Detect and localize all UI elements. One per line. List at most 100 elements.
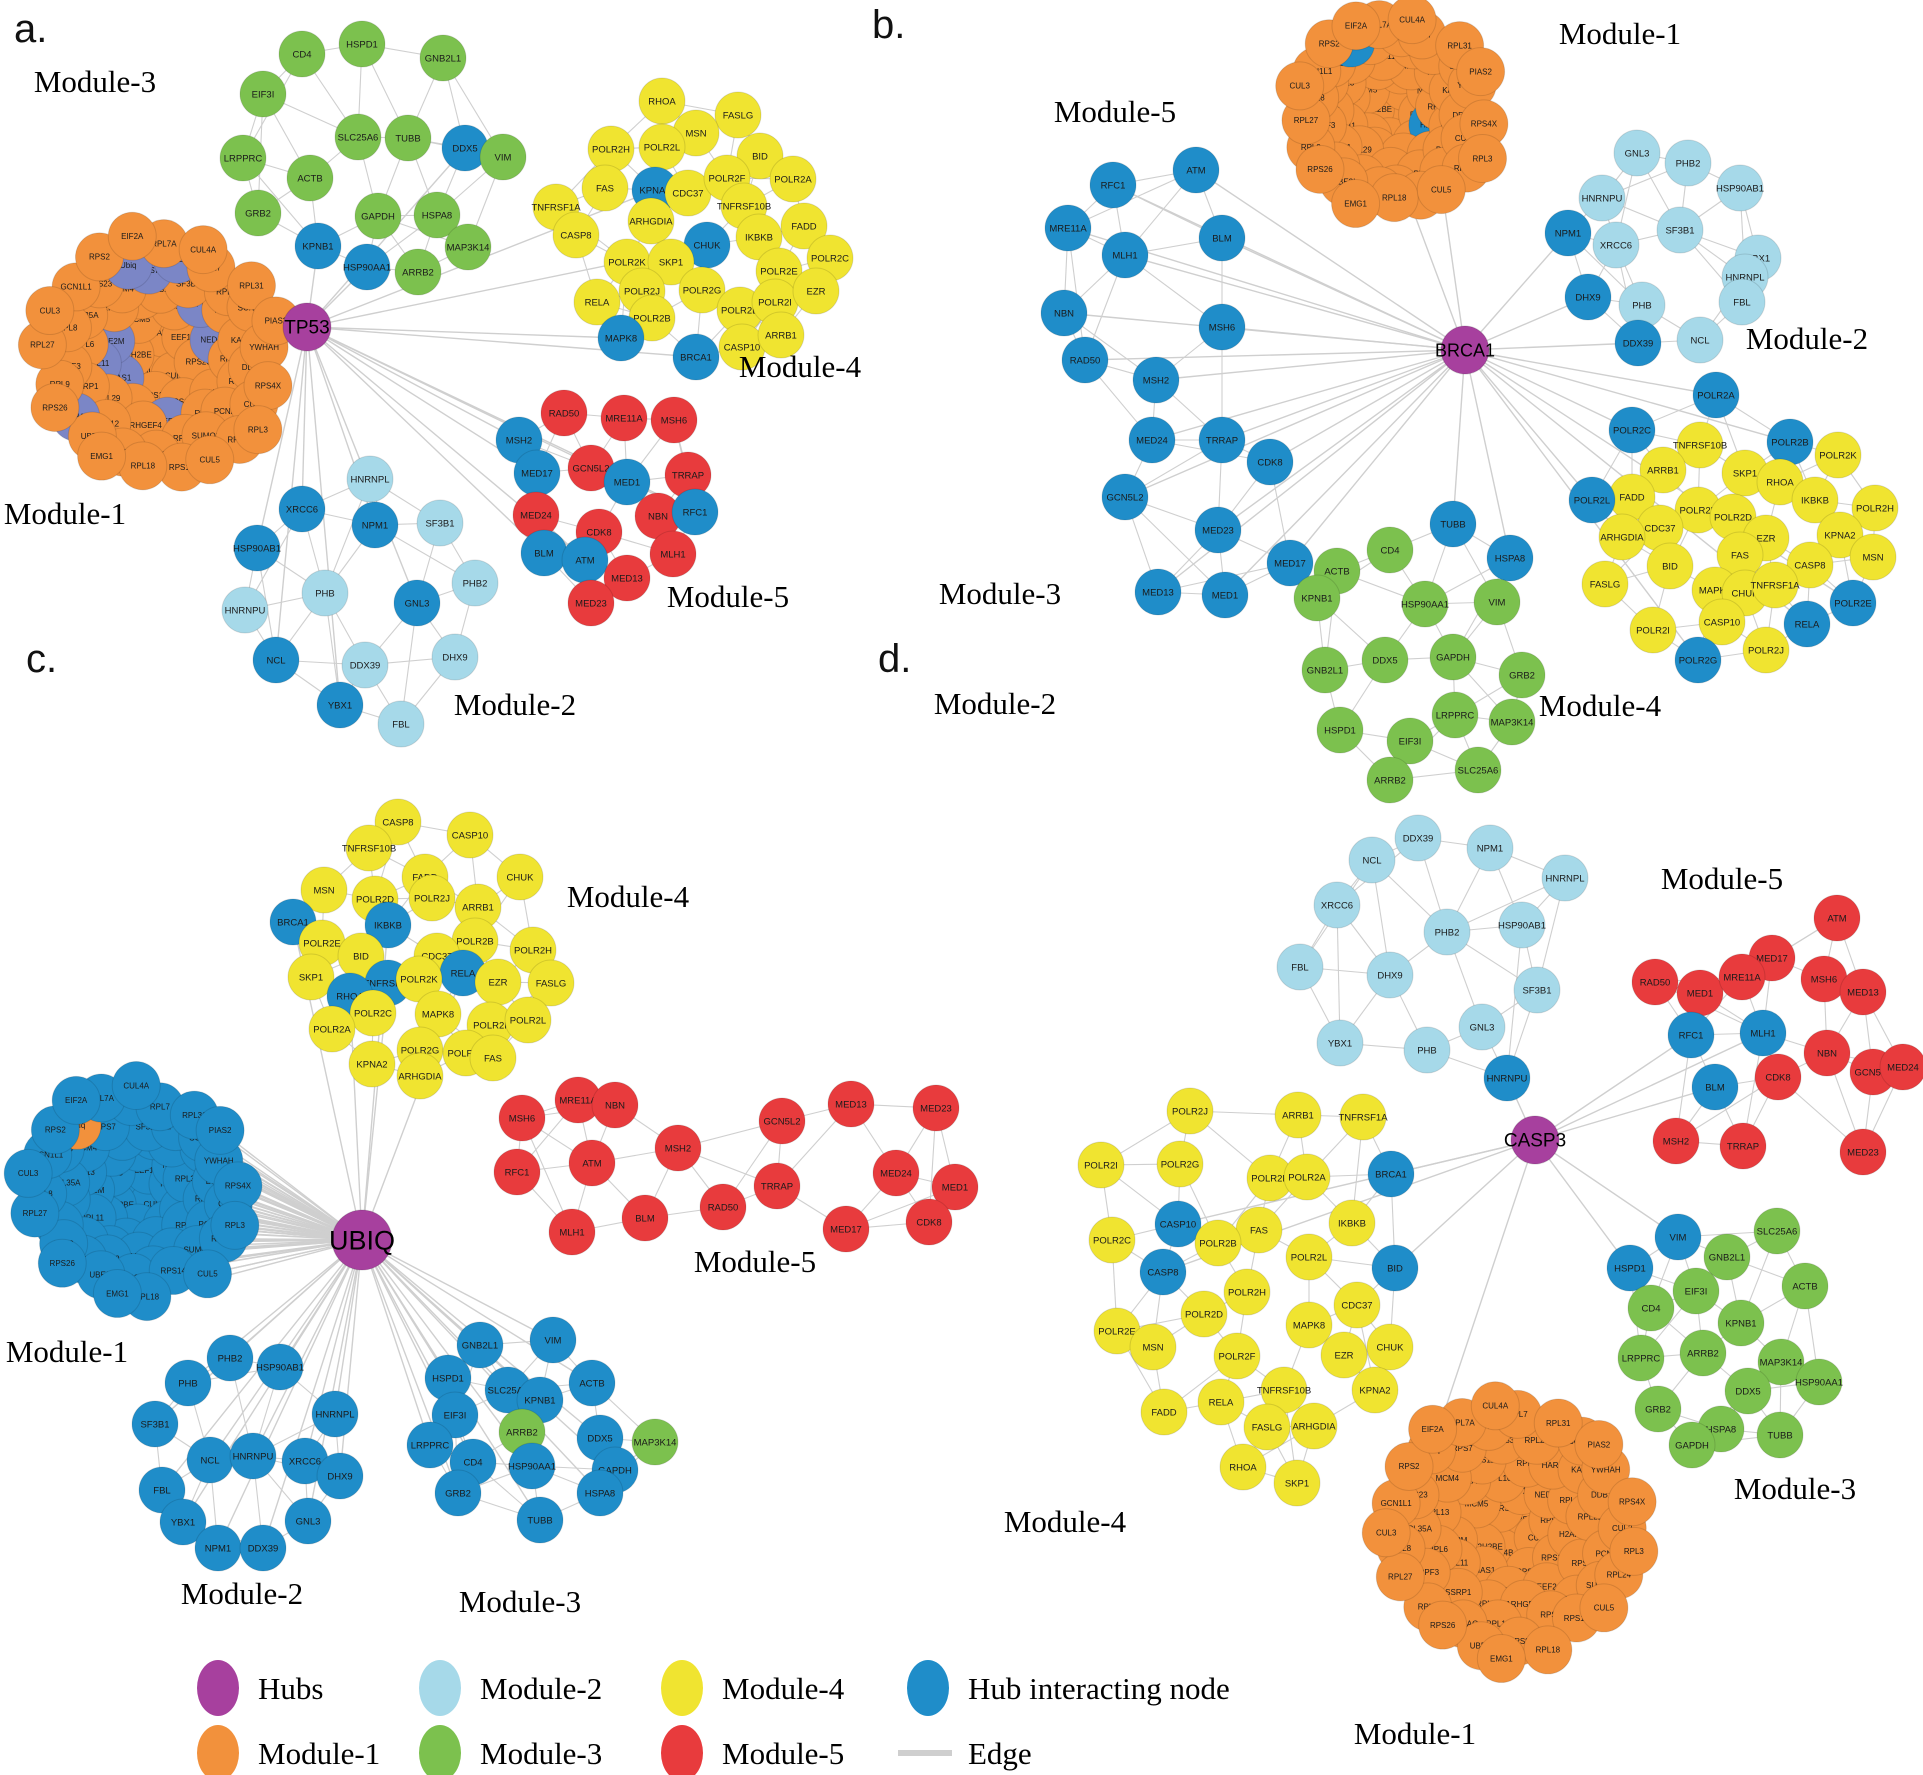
node-POLR2K: POLR2K <box>1246 1154 1294 1202</box>
node-label: RPS14 <box>169 463 195 472</box>
node-YBX1: YBX1 <box>316 681 364 729</box>
node-POLR2F: POLR2F <box>1213 1332 1261 1380</box>
node-SF3B1: SF3B1 <box>1656 206 1704 254</box>
node-label: RPL29 <box>96 394 121 403</box>
node-NCL: NCL <box>252 636 300 684</box>
node-VIM: VIM <box>479 133 527 181</box>
node-label: POLR2D <box>356 894 394 905</box>
node-RAD50: RAD50 <box>1061 336 1109 384</box>
node-label: RPL24 <box>1607 1571 1632 1580</box>
node-label: MCM4 <box>74 1144 98 1153</box>
node-CASP8: CASP8 <box>1786 541 1834 589</box>
node-label: GCN1L1 <box>32 1150 64 1159</box>
node-DDX39: DDX39 <box>1614 319 1662 367</box>
node-label: RAD50 <box>1070 355 1101 366</box>
node-KPNB1: KPNB1 <box>1293 574 1341 622</box>
node-label: RHOA <box>1766 477 1794 488</box>
node-label: SKP1 <box>1733 468 1757 479</box>
node-label: ACTB <box>579 1378 604 1389</box>
node-label: RPL21 <box>1578 1512 1603 1521</box>
node-TRRAP: TRRAP <box>1719 1122 1767 1170</box>
node-label: NBN <box>605 1100 625 1111</box>
hub-node-UBIQ: UBIQ <box>329 1209 395 1271</box>
node-label: ARRB1 <box>1647 465 1679 476</box>
node-label: TNFRSF10B <box>342 843 396 854</box>
node-label: CUL5 <box>1431 185 1452 194</box>
node-label: FBL <box>153 1485 170 1496</box>
node-ACTB: ACTB <box>1781 1262 1829 1310</box>
node-ARRB1: ARRB1 <box>757 311 805 359</box>
node-label: GNL3 <box>1470 1022 1495 1033</box>
node-label: KPNB1 <box>524 1395 555 1406</box>
node-RPL3: RPL3 <box>210 1200 260 1250</box>
node-label: CUL5 <box>197 1270 218 1279</box>
node-label: POLR2G <box>401 1045 440 1056</box>
node-label: RPS15A <box>168 397 199 406</box>
node-DHX9: DHX9 <box>431 633 479 681</box>
node-label: HNRNPU <box>1582 193 1623 204</box>
node-POLR2L: POLR2L <box>504 996 552 1044</box>
node-GNL3: GNL3 <box>284 1497 332 1545</box>
node-LRPPRC: LRPPRC <box>219 134 267 182</box>
node-label: MED17 <box>1756 953 1788 964</box>
node-label: MSN <box>1862 552 1883 563</box>
node-label: RPL31 <box>1447 41 1472 50</box>
node-label: RPL18 <box>131 462 156 471</box>
node-MED23: MED23 <box>1839 1128 1887 1176</box>
node-DDX39: DDX39 <box>341 641 389 689</box>
node-label: CASP10 <box>1704 617 1740 628</box>
node-label: DHX9 <box>442 652 467 663</box>
node-label: MAPK8 <box>1699 585 1731 596</box>
node-TNFRSF10B: TNFRSF10B <box>1257 1366 1311 1414</box>
node-label: POLR2J <box>1172 1106 1208 1117</box>
node-CDK8: CDK8 <box>1754 1053 1802 1101</box>
node-label: FAS <box>596 183 614 194</box>
node-label: RPL31 <box>239 281 264 290</box>
node-label: CUL2 <box>1612 1524 1633 1533</box>
node-POLR2I: POLR2I <box>1077 1141 1125 1189</box>
node-label: RPS6 <box>1571 1559 1592 1568</box>
node-label: CUL4A <box>123 1081 149 1090</box>
node-label: ARRB2 <box>506 1427 538 1438</box>
node-RPS4X: RPS4X <box>1607 1477 1657 1527</box>
node-label: MRE11A <box>605 413 643 424</box>
node-GRB2: GRB2 <box>234 189 282 237</box>
node-label: MSN <box>1142 1342 1163 1353</box>
node-ARRB2: ARRB2 <box>1679 1329 1727 1377</box>
node-TUBB: TUBB <box>516 1496 564 1544</box>
node-label: POLR2H <box>592 144 630 155</box>
node-label: CD4 <box>1641 1303 1660 1314</box>
node-label: HNRNPL <box>315 1409 354 1420</box>
node-MED23: MED23 <box>567 579 615 627</box>
node-label: GNB2L1 <box>1307 665 1343 676</box>
node-label: YWHAH <box>249 343 279 352</box>
node-EIF2A: EIF2A <box>51 1075 101 1125</box>
node-label: FBL <box>392 719 409 730</box>
node-label: MED13 <box>611 573 643 584</box>
node-label: POLR2I <box>758 297 792 308</box>
node-label: BRCA1 <box>680 352 712 363</box>
node-label: RPL7 <box>1508 1410 1529 1419</box>
node-label: POLR2C <box>1613 425 1651 436</box>
node-label: VIM <box>1670 1232 1687 1243</box>
node-label: MED17 <box>521 468 553 479</box>
node-label: MAP3K14 <box>447 242 490 253</box>
legend-label: Module-5 <box>722 1736 844 1771</box>
node-IKBKB: IKBKB <box>1791 476 1839 524</box>
node-TUBB: TUBB <box>1429 500 1477 548</box>
node-ATM: ATM <box>1813 894 1861 942</box>
node-MSH6: MSH6 <box>650 396 698 444</box>
node-HNRNPL: HNRNPL <box>346 455 394 503</box>
node-label: POLR2K <box>1819 450 1857 461</box>
node-RELA: RELA <box>1783 600 1831 648</box>
hub-label: CASP3 <box>1504 1131 1566 1152</box>
node-POLR2K: POLR2K <box>1814 431 1862 479</box>
node-LRPPRC: LRPPRC <box>406 1421 454 1469</box>
node-label: CUL3 <box>1376 1529 1397 1538</box>
node-RPL3: RPL3 <box>1609 1526 1659 1576</box>
node-label: HSP90AA1 <box>1401 599 1449 610</box>
node-label: POLR2A <box>313 1024 351 1035</box>
node-label: ACTB <box>1792 1281 1817 1292</box>
node-label: GCN1L1 <box>61 283 93 292</box>
